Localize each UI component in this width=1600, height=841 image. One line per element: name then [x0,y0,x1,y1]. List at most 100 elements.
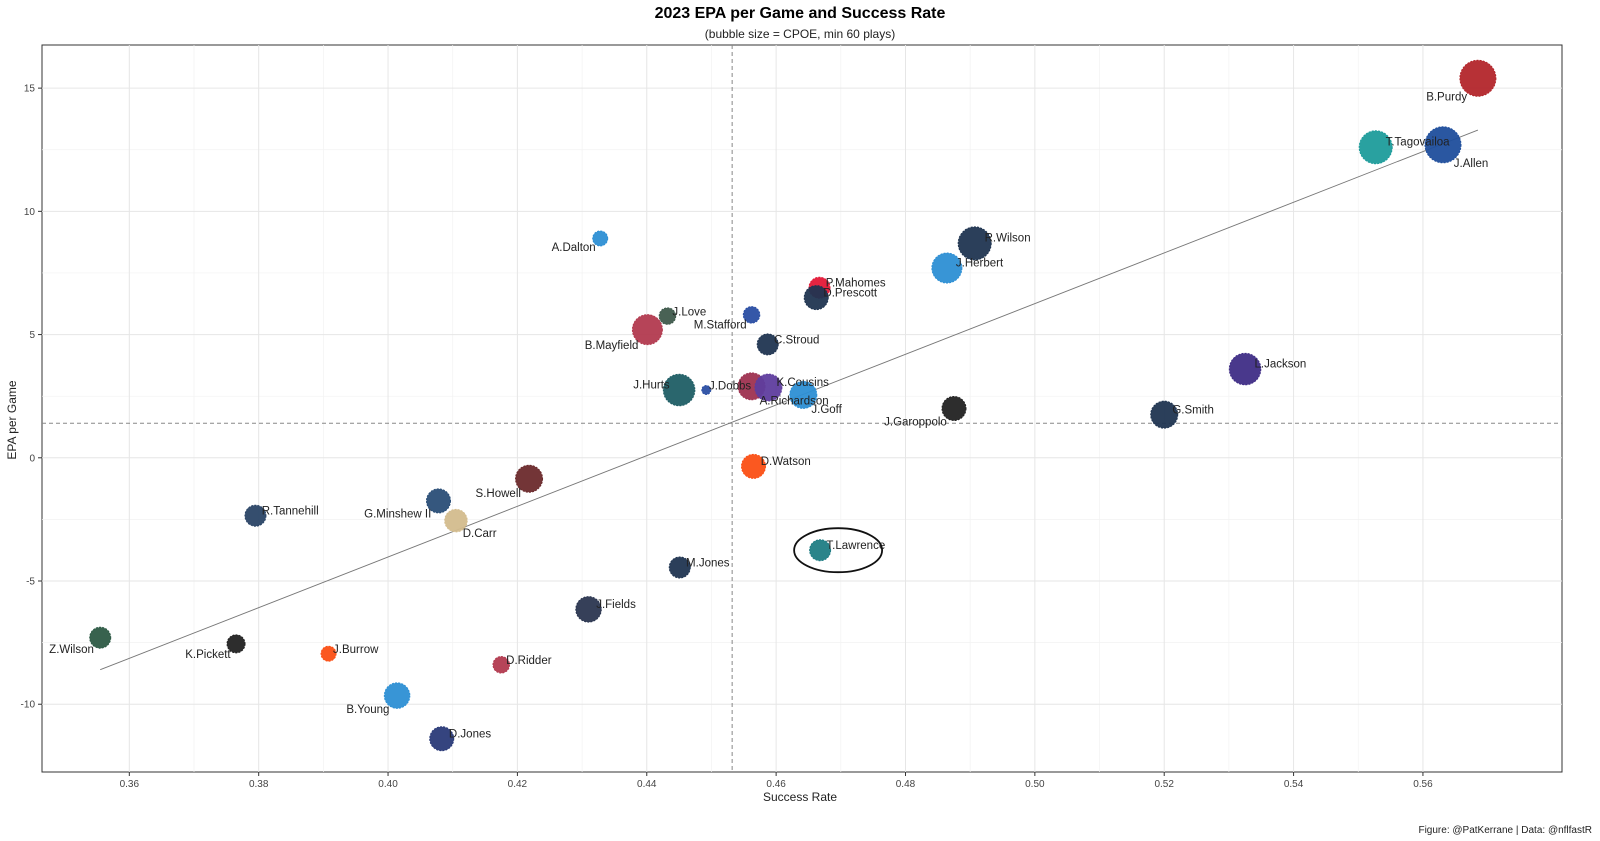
bubble-d-watson [740,453,766,479]
point-label-j-hurts: J.Hurts [633,379,670,391]
bubble-j-herbert [931,252,963,284]
point-label-z-wilson: Z.Wilson [49,644,94,656]
point-label-j-fields: J.Fields [596,599,636,611]
bubble-b-purdy [1459,59,1497,97]
x-tick-label: 0.46 [766,779,786,790]
bubble-g-minshew-ii [425,488,451,514]
y-tick-label: -10 [21,700,36,711]
point-label-c-stroud: C.Stroud [774,334,819,346]
bubble-j-allen [1424,126,1462,164]
point-label-r-wilson: R.Wilson [985,233,1031,245]
bubble-l-jackson [1228,352,1262,386]
point-label-d-carr: D.Carr [463,528,497,540]
point-label-k-pickett: K.Pickett [185,649,231,661]
point-label-g-smith: G.Smith [1172,404,1214,416]
point-label-k-cousins: K.Cousins [776,377,829,389]
point-label-j-herbert: J.Herbert [956,258,1004,270]
y-tick-label: 5 [29,330,35,341]
bubble-j-love [658,307,677,325]
y-tick-label: 0 [29,453,35,464]
bubble-d-ridder [492,656,510,674]
highlight-ellipse [793,527,884,574]
point-label-d-watson: D.Watson [761,456,811,468]
y-tick-label: 15 [24,84,36,95]
x-tick-label: 0.50 [1025,779,1045,790]
point-label-b-mayfield: B.Mayfield [585,340,639,352]
chart-subtitle: (bubble size = CPOE, min 60 plays) [704,27,896,41]
point-label-p-mahomes: P.Mahomes [826,278,886,290]
point-label-g-minshew-ii: G.Minshew II [364,509,431,521]
point-label-t-tagovailoa: T.Tagovailoa [1386,137,1451,149]
bubble-c-stroud [756,333,779,356]
x-tick-label: 0.56 [1413,779,1433,790]
point-label-j-love: J.Love [672,306,706,318]
bubble-j-hurts [662,373,696,407]
bubble-b-mayfield [631,314,663,346]
reference-lines [42,45,1562,772]
x-tick-label: 0.38 [249,779,269,790]
bubble-g-smith [1150,400,1179,429]
bubble-j-dobbs [701,385,712,396]
bubble-z-wilson [89,626,112,649]
bubble-k-pickett [226,634,246,654]
point-label-m-jones: M.Jones [686,557,730,569]
bubble-d-carr [444,508,468,533]
point-label-s-howell: S.Howell [476,488,521,500]
y-axis-title: EPA per Game [5,380,19,459]
bubble-m-jones [668,556,691,579]
trend-line [100,129,1479,671]
bubbles [89,59,1497,752]
bubble-j-garoppolo [941,396,967,421]
y-tick-label: -5 [26,577,35,588]
x-tick-label: 0.52 [1154,779,1174,790]
x-axis-title: Success Rate [763,790,837,804]
lawrence-highlight-ellipse [793,527,884,574]
x-tick-label: 0.48 [896,779,916,790]
bubble-t-lawrence [809,539,832,562]
bubble-a-dalton [592,230,609,247]
plot-panel-border [41,44,1563,773]
bubble-m-stafford [742,306,761,324]
bubble-t-tagovailoa [1358,130,1393,165]
bubble-r-wilson [957,226,992,261]
bubble-j-goff [789,380,818,409]
x-axis-ticks: 0.36 0.38 0.40 0.42 0.44 0.46 0.48 0.50 0.52 0.54… [120,772,1433,790]
chart-title: 2023 EPA per Game and Success Rate [654,5,946,22]
point-label-d-prescott: D.Prescott [823,287,877,299]
point-label-a-dalton: A.Dalton [552,242,596,254]
y-axis-ticks: -10 -5 0 5 10 15 [21,84,42,711]
point-label-j-allen: J.Allen [1454,158,1489,170]
x-tick-label: 0.54 [1284,779,1304,790]
point-label-d-jones: D.Jones [449,729,491,741]
bubble-j-fields [575,596,602,623]
point-label-b-purdy: B.Purdy [1426,91,1467,103]
point-label-a-richardson: A.Richardson [760,395,829,407]
point-label-j-garoppolo: J.Garoppolo [884,416,947,428]
x-tick-label: 0.42 [508,779,528,790]
chart-caption: Figure: @PatKerrane | Data: @nflfastR [1418,825,1592,836]
bubble-b-young [383,682,411,709]
point-label-m-stafford: M.Stafford [694,319,747,331]
bubble-d-jones [429,726,455,752]
bubble-j-burrow [320,645,337,662]
bubble-d-prescott [803,285,829,311]
x-tick-label: 0.44 [637,779,657,790]
point-label-j-burrow: J.Burrow [333,644,379,656]
bubble-r-tannehill [244,504,267,527]
bubble-k-cousins [754,373,783,402]
bubble-s-howell [515,464,544,493]
point-label-l-jackson: L.Jackson [1255,358,1307,370]
regression-line [100,129,1479,671]
x-tick-label: 0.36 [120,779,140,790]
point-label-r-tannehill: R.Tannehill [262,506,319,518]
point-label-t-lawrence: T.Lawrence [826,540,885,552]
point-label-j-dobbs: J.Dobbs [709,381,751,393]
point-label-b-young: B.Young [346,704,389,716]
y-tick-label: 10 [24,207,36,218]
grid-lines [42,45,1562,772]
x-tick-label: 0.40 [378,779,398,790]
point-label-d-ridder: D.Ridder [506,655,552,667]
point-label-j-goff: J.Goff [811,404,842,416]
